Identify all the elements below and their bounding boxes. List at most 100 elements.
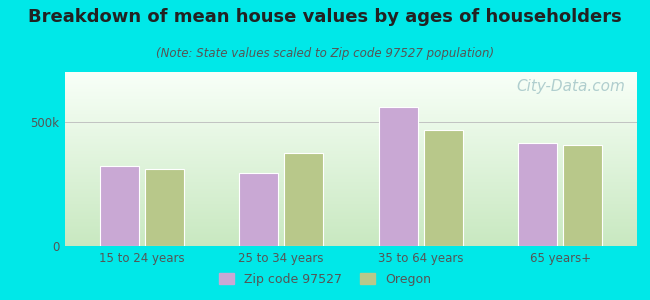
Bar [65,91,637,92]
Bar [65,218,637,219]
Bar [65,144,637,145]
Bar [65,180,637,181]
Bar [65,213,637,214]
Bar [65,133,637,134]
Bar [65,107,637,108]
Bar [65,99,637,100]
Bar [65,194,637,195]
Bar [65,73,637,74]
Bar [65,132,637,133]
Bar [65,78,637,79]
Bar [65,165,637,166]
Bar [65,142,637,143]
Bar [65,160,637,161]
Bar [65,90,637,91]
Bar [65,89,637,90]
Bar [65,189,637,190]
Bar [65,95,637,96]
Bar [100,167,139,246]
Bar [65,113,637,114]
Bar [65,184,637,185]
Bar [65,118,637,119]
Bar [65,209,637,210]
Bar [65,188,637,189]
Text: (Note: State values scaled to Zip code 97527 population): (Note: State values scaled to Zip code 9… [156,46,494,59]
Bar [65,141,637,142]
Bar [65,204,637,205]
Bar [65,149,637,150]
Bar [65,234,637,235]
Bar [65,203,637,204]
Bar [65,193,637,194]
Bar [65,147,637,148]
Bar [65,207,637,208]
Bar [65,145,637,146]
Bar [65,174,637,175]
Bar [65,97,637,98]
Bar [65,177,637,178]
Bar [65,93,637,94]
Bar [65,178,637,179]
Bar [65,179,637,180]
Bar [65,217,637,218]
Bar [65,201,637,202]
Bar [65,125,637,126]
Bar [65,206,637,207]
Bar [65,134,637,135]
Bar [65,104,637,105]
Bar [65,225,637,226]
Bar [65,187,637,188]
Bar [65,232,637,233]
Bar [65,226,637,227]
Bar [65,219,637,220]
Bar [65,111,637,112]
Bar [65,236,637,237]
Bar [65,82,637,83]
Bar [65,150,637,151]
Bar [65,163,637,164]
Bar [65,154,637,155]
Bar [65,229,637,230]
Bar [65,186,637,187]
Bar [65,72,637,73]
Bar [65,220,637,221]
Bar [65,84,637,85]
Bar [65,191,637,192]
Bar [65,129,637,130]
Bar [65,196,637,197]
Bar [563,145,602,246]
Bar [65,192,637,193]
Bar [284,153,323,246]
Bar [65,240,637,241]
Bar [65,121,637,122]
Bar [65,123,637,124]
Bar [65,112,637,113]
Bar [65,96,637,97]
Bar [65,169,637,170]
Text: City-Data.com: City-Data.com [517,79,625,94]
Bar [424,130,463,246]
Bar [65,211,637,212]
Bar [65,140,637,141]
Bar [65,215,637,216]
Bar [65,127,637,128]
Bar [65,228,637,229]
Bar [65,233,637,234]
Bar [65,87,637,88]
Bar [65,76,637,77]
Bar [65,115,637,116]
Bar [65,181,637,182]
Bar [65,205,637,206]
Bar [65,182,637,183]
Bar [65,173,637,174]
Bar [65,212,637,213]
Bar [65,243,637,244]
Bar [65,216,637,217]
Bar [65,117,637,118]
Bar [65,114,637,115]
Bar [65,208,637,209]
Bar [65,157,637,158]
Bar [65,139,637,140]
Bar [65,230,637,231]
Bar [65,190,637,191]
